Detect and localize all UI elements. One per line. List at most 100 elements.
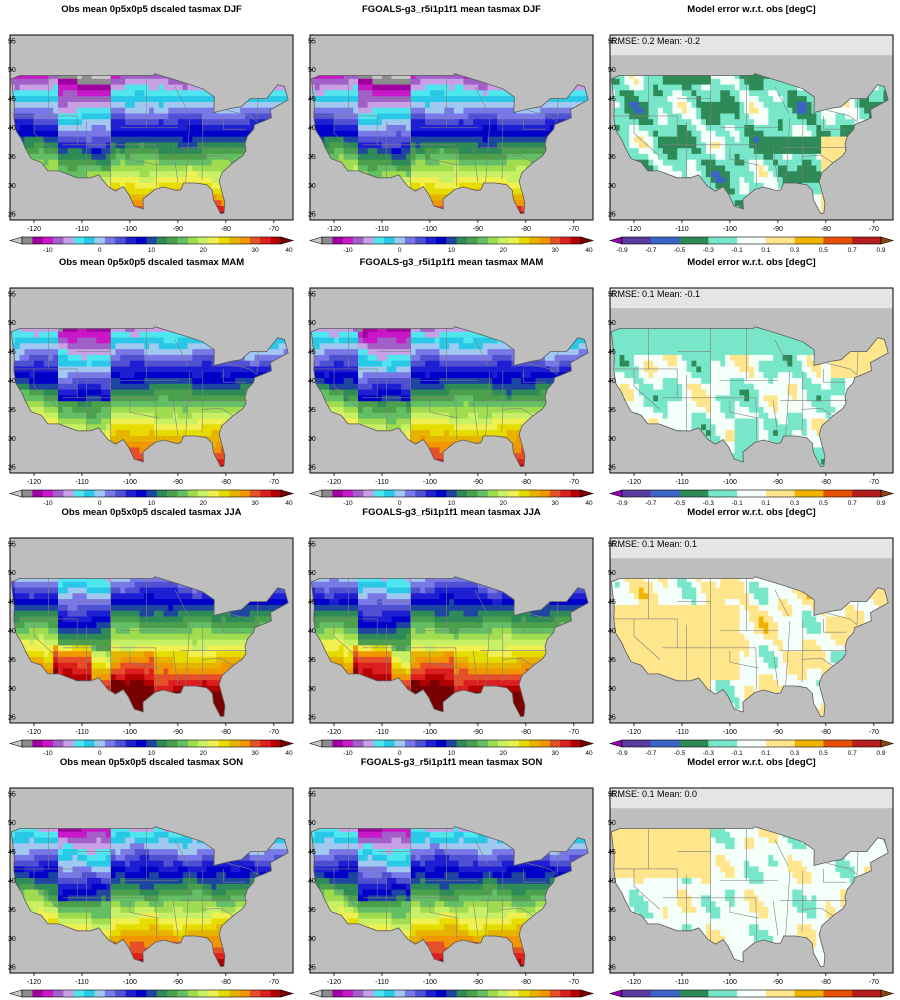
colorbar-swatch	[570, 237, 582, 244]
lon-tick-label: -80	[821, 729, 831, 736]
colorbar-swatch	[498, 490, 509, 497]
panel-title: FGOALS-g3_r5i1p1f1 mean tasmax DJF	[362, 4, 541, 15]
lon-tick-label: -100	[123, 729, 137, 736]
lat-tick-label: 25	[608, 715, 616, 722]
colorbar-swatch	[737, 490, 767, 497]
colorbar-swatch	[622, 740, 652, 747]
state-boundary	[556, 601, 559, 625]
colorbar-swatch	[679, 490, 709, 497]
colorbar-label: 0.1	[761, 750, 770, 757]
state-boundary	[556, 351, 559, 375]
state-boundary	[823, 368, 846, 383]
colorbar-swatch	[404, 490, 416, 497]
colorbar-swatch	[84, 990, 95, 997]
colorbar-swatch	[679, 237, 709, 244]
colorbar-swatch	[456, 237, 468, 244]
lon-tick-label: -80	[821, 979, 831, 986]
state-boundary	[33, 368, 61, 410]
colorbar-label: 0.5	[819, 500, 828, 507]
colorbar-swatch	[32, 990, 44, 997]
lon-tick-label: -100	[723, 979, 737, 986]
colorbar-swatch	[650, 490, 680, 497]
colorbar-under-arrow	[8, 739, 23, 748]
lon-tick-label: -80	[521, 226, 531, 233]
state-boundary	[556, 851, 559, 875]
colorbar-swatch	[765, 490, 795, 497]
colorbar-swatch	[456, 990, 468, 997]
colorbar-swatch	[549, 237, 561, 244]
colorbar-swatch	[135, 990, 147, 997]
lat-tick-label: 35	[608, 907, 616, 914]
colorbar-swatch	[167, 990, 178, 997]
colorbar-swatch	[446, 990, 457, 997]
colorbar-over-arrow	[880, 236, 895, 245]
lat-tick-label: 40	[308, 378, 316, 385]
lon-tick-label: -80	[821, 479, 831, 486]
colorbar-swatch	[487, 237, 499, 244]
colorbar-swatch	[384, 990, 395, 997]
colorbar-swatch	[852, 490, 882, 497]
state-boundary	[333, 618, 361, 660]
lat-tick-label: 30	[8, 183, 16, 190]
state-boundary	[474, 839, 489, 867]
colorbar-label: 10	[148, 247, 156, 254]
colorbar-swatch	[384, 740, 395, 747]
lat-tick-label: 40	[608, 125, 616, 132]
map-panel-model-jja: -120 -110 -100 -90 -80 -7055504540353025FGOAL…	[308, 507, 595, 757]
colorbar-swatch	[218, 490, 230, 497]
lat-tick-label: 45	[8, 96, 16, 103]
lat-tick-label: 50	[608, 67, 616, 74]
state-boundary	[633, 115, 661, 157]
colorbar-swatch	[539, 990, 551, 997]
lat-tick-label: 35	[308, 907, 316, 914]
colorbar-swatch	[104, 990, 116, 997]
temperature-colorbar: -10 0 10 20 30 40	[8, 489, 295, 507]
state-boundary	[526, 862, 558, 875]
colorbar-swatch	[239, 490, 251, 497]
state-boundary	[429, 400, 459, 419]
colorbar-swatch	[32, 490, 44, 497]
colorbar-swatch	[570, 990, 582, 997]
state-boundary	[772, 400, 779, 436]
map-north-strip	[10, 788, 293, 809]
lon-tick-label: -100	[123, 979, 137, 986]
lon-tick-label: -80	[521, 479, 531, 486]
colorbar-swatch	[32, 740, 44, 747]
colorbar-swatch	[415, 237, 426, 244]
colorbar-swatch	[765, 990, 795, 997]
state-boundary	[226, 109, 258, 122]
panel-title: Model error w.r.t. obs [degC]	[687, 4, 815, 15]
lat-tick-label: 30	[308, 183, 316, 190]
lat-tick-label: 50	[608, 820, 616, 827]
colorbar-swatch	[208, 740, 220, 747]
colorbar-label: -0.7	[645, 500, 657, 507]
colorbar-label: -10	[343, 500, 353, 507]
colorbar-swatch	[115, 990, 126, 997]
colorbar-label: -0.1	[731, 247, 743, 254]
lat-tick-label: 40	[608, 878, 616, 885]
colorbar-label: 10	[148, 750, 156, 757]
colorbar-swatch	[529, 990, 540, 997]
state-boundary	[472, 650, 479, 686]
colorbar-label: -0.3	[703, 247, 715, 254]
colorbar-swatch	[708, 990, 738, 997]
colorbar-label: 0.7	[848, 500, 857, 507]
state-boundary	[201, 154, 234, 164]
lat-tick-label: 35	[8, 657, 16, 664]
colorbar-label: 20	[200, 247, 208, 254]
colorbar-under-arrow	[608, 989, 623, 998]
colorbar-label: 0.7	[848, 750, 857, 757]
state-boundary	[523, 368, 546, 383]
lat-tick-label: 40	[8, 628, 16, 635]
colorbar-swatch	[650, 237, 680, 244]
lat-tick-label: 30	[8, 936, 16, 943]
state-boundary	[826, 862, 858, 875]
colorbar-swatch	[249, 490, 261, 497]
colorbar-swatch	[539, 740, 551, 747]
colorbar-swatch	[218, 237, 230, 244]
lat-tick-label: 40	[308, 125, 316, 132]
lat-tick-label: 50	[608, 570, 616, 577]
colorbar-swatch	[425, 990, 437, 997]
colorbar-swatch	[73, 740, 85, 747]
